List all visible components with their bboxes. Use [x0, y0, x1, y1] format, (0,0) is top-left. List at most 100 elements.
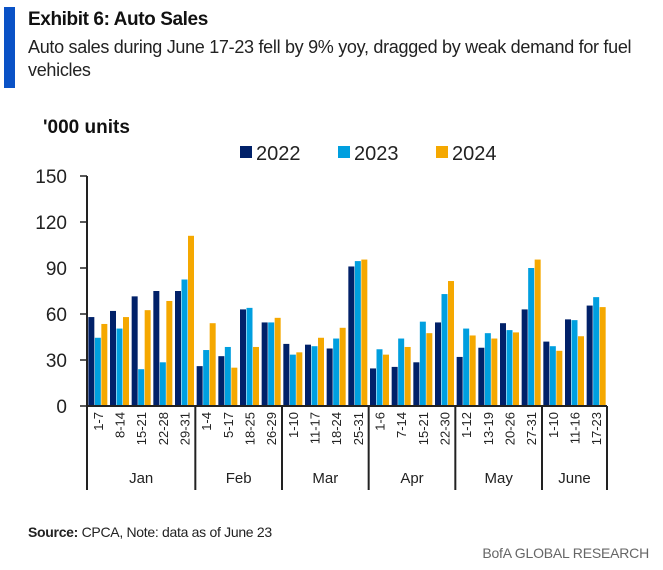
bar-2022	[326, 348, 333, 406]
bar-2024	[339, 327, 346, 406]
bar-2023	[268, 322, 275, 406]
bar-2024	[253, 346, 259, 406]
bar-2024	[361, 259, 368, 406]
bar-2024	[448, 281, 454, 406]
bar-2022	[521, 309, 528, 406]
x-category-label: 1-12	[459, 412, 474, 438]
y-tick-label: 60	[46, 305, 67, 326]
y-axis-unit-label: '000 units	[43, 117, 130, 138]
bar-2024	[209, 323, 216, 406]
x-category-label: 1-6	[373, 412, 388, 431]
bar-2022	[196, 366, 203, 406]
bar-2022	[240, 309, 246, 406]
legend: 2022 2023 2024	[240, 143, 497, 165]
bar-2023	[181, 279, 188, 406]
bar-2023	[484, 333, 491, 406]
x-category-label: 1-4	[199, 412, 214, 431]
legend-label-2023: 2023	[354, 143, 399, 165]
exhibit-title: Exhibit 6: Auto Sales	[28, 9, 208, 30]
bar-2024	[101, 323, 108, 406]
bar-2024	[513, 332, 519, 406]
x-category-label: 1-10	[546, 412, 561, 438]
x-category-label: 8-14	[113, 412, 128, 438]
bar-2023	[419, 321, 426, 406]
bar-2023	[441, 294, 448, 406]
x-category-label: 18-24	[329, 412, 344, 445]
exhibit-subtitle: Auto sales during June 17-23 fell by 9% …	[28, 37, 632, 80]
bar-2022	[435, 322, 441, 406]
bar-2023	[138, 369, 145, 406]
bar-2023	[398, 338, 405, 406]
y-tick-label: 0	[56, 397, 67, 418]
legend-swatch-2022	[240, 146, 252, 158]
x-category-label: 26-29	[264, 412, 279, 445]
y-tick-label: 90	[46, 259, 67, 280]
y-tick-label: 150	[35, 167, 67, 188]
accent-bar	[4, 7, 15, 88]
bar-2022	[391, 366, 398, 406]
x-category-label: 17-23	[589, 412, 604, 445]
x-group-label: May	[484, 470, 513, 487]
bar-2024	[599, 307, 606, 406]
x-group-label: Apr	[400, 470, 423, 487]
bar-2024	[296, 352, 303, 406]
bar-2023	[354, 261, 361, 406]
bar-2024	[318, 337, 324, 406]
bar-2023	[159, 362, 166, 406]
bar-2023	[571, 320, 578, 406]
x-category-label: 22-30	[438, 412, 453, 445]
x-category-label: 11-17	[308, 412, 323, 444]
x-category-label: 7-14	[394, 412, 409, 438]
bar-2024	[166, 300, 173, 406]
bar-2023	[376, 349, 383, 406]
y-tick-label: 120	[35, 213, 67, 234]
bar-2022	[261, 322, 268, 406]
bar-2024	[123, 317, 129, 406]
bar-2022	[413, 362, 420, 406]
x-group-label: Jan	[129, 470, 153, 487]
legend-swatch-2024	[436, 146, 448, 158]
x-category-label: 22-28	[156, 412, 171, 445]
x-category-label: 1-10	[286, 412, 301, 438]
bar-2023	[311, 346, 318, 406]
x-category-label: 27-31	[524, 412, 539, 445]
bar-2024	[491, 338, 498, 406]
bar-2022	[305, 344, 311, 406]
bar-2024	[144, 310, 151, 406]
bar-2022	[565, 319, 571, 406]
x-category-label: 25-31	[351, 412, 366, 445]
source-label: Source:	[28, 524, 79, 540]
bar-2024	[188, 235, 194, 406]
x-category-label: 11-16	[568, 412, 583, 444]
bar-2023	[203, 350, 210, 406]
legend-label-2024: 2024	[452, 143, 497, 165]
bar-2022	[543, 341, 550, 406]
x-category-label: 15-21	[134, 412, 149, 445]
bar-2024	[274, 317, 281, 406]
bar-2023	[333, 338, 340, 406]
x-group-label: June	[558, 470, 591, 487]
bar-2022	[218, 356, 225, 406]
bar-2024	[231, 367, 238, 406]
brand-label: BofA GLOBAL RESEARCH	[482, 545, 649, 561]
bar-2022	[370, 368, 376, 406]
bar-2022	[500, 323, 506, 406]
legend-swatch-2023	[338, 146, 350, 158]
bar-2023	[593, 297, 600, 406]
x-category-label: 15-21	[416, 412, 431, 445]
x-category-label: 13-19	[481, 412, 496, 445]
x-group-label: Feb	[226, 470, 252, 487]
legend-label-2022: 2022	[256, 143, 301, 165]
y-tick-label: 30	[46, 351, 67, 372]
source-text: CPCA, Note: data as of June 23	[78, 524, 273, 540]
bar-2024	[578, 336, 584, 406]
bar-2022	[131, 296, 138, 406]
bar-2024	[469, 335, 476, 406]
bar-2023	[224, 346, 231, 406]
bar-2022	[283, 343, 290, 406]
bar-2022	[110, 310, 116, 406]
bar-2023	[528, 268, 535, 406]
bar-2023	[246, 307, 253, 406]
y-axis: 0 30 60 90 120 150	[35, 167, 88, 418]
x-group-label: Mar	[312, 470, 338, 487]
